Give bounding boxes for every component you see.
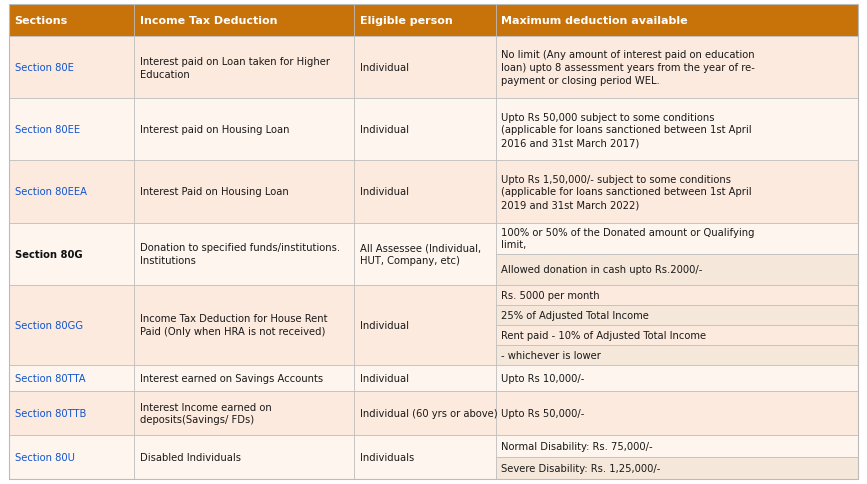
Text: Severe Disability: Rs. 1,25,000/-: Severe Disability: Rs. 1,25,000/- bbox=[501, 463, 661, 473]
Bar bbox=[9, 365, 134, 391]
Text: Income Tax Deduction: Income Tax Deduction bbox=[140, 16, 277, 26]
Bar bbox=[9, 99, 134, 161]
Bar bbox=[496, 345, 858, 365]
Bar bbox=[9, 223, 134, 285]
Bar bbox=[496, 285, 858, 305]
Bar bbox=[496, 161, 858, 223]
Text: Interest Paid on Housing Loan: Interest Paid on Housing Loan bbox=[140, 187, 289, 197]
Text: Individual: Individual bbox=[360, 63, 408, 73]
Text: Upto Rs 10,000/-: Upto Rs 10,000/- bbox=[501, 373, 585, 383]
Bar bbox=[354, 365, 496, 391]
Text: Individual: Individual bbox=[360, 125, 408, 135]
Bar bbox=[354, 285, 496, 365]
Bar bbox=[9, 161, 134, 223]
Bar bbox=[496, 325, 858, 345]
Bar bbox=[496, 37, 858, 99]
Text: Section 80U: Section 80U bbox=[15, 452, 75, 462]
Bar bbox=[134, 391, 354, 435]
Bar bbox=[496, 5, 858, 37]
Bar bbox=[9, 435, 134, 479]
Bar bbox=[496, 365, 858, 391]
Bar bbox=[496, 254, 858, 285]
Text: Individual: Individual bbox=[360, 320, 408, 330]
Bar bbox=[354, 99, 496, 161]
Text: Individual: Individual bbox=[360, 187, 408, 197]
Text: Interest paid on Housing Loan: Interest paid on Housing Loan bbox=[140, 125, 290, 135]
Text: Interest earned on Savings Accounts: Interest earned on Savings Accounts bbox=[140, 373, 323, 383]
Text: Eligible person: Eligible person bbox=[360, 16, 453, 26]
Text: Section 80EEA: Section 80EEA bbox=[15, 187, 87, 197]
Bar bbox=[134, 5, 354, 37]
Bar bbox=[496, 99, 858, 161]
Text: Section 80E: Section 80E bbox=[15, 63, 74, 73]
Text: Upto Rs 50,000/-: Upto Rs 50,000/- bbox=[501, 408, 585, 418]
Text: Interest Income earned on
deposits(Savings/ FDs): Interest Income earned on deposits(Savin… bbox=[140, 402, 272, 424]
Bar bbox=[354, 391, 496, 435]
Bar bbox=[496, 391, 858, 435]
Bar bbox=[496, 305, 858, 325]
Text: Maximum deduction available: Maximum deduction available bbox=[501, 16, 688, 26]
Text: 100% or 50% of the Donated amount or Qualifying
limit,: 100% or 50% of the Donated amount or Qua… bbox=[501, 227, 755, 250]
Text: Section 80TTA: Section 80TTA bbox=[15, 373, 85, 383]
Bar bbox=[134, 99, 354, 161]
Bar bbox=[9, 37, 134, 99]
Bar bbox=[496, 457, 858, 479]
Bar bbox=[134, 161, 354, 223]
Text: Disabled Individuals: Disabled Individuals bbox=[140, 452, 241, 462]
Text: Sections: Sections bbox=[15, 16, 68, 26]
Text: Section 80EE: Section 80EE bbox=[15, 125, 80, 135]
Text: Individuals: Individuals bbox=[360, 452, 414, 462]
Text: Upto Rs 1,50,000/- subject to some conditions
(applicable for loans sanctioned b: Upto Rs 1,50,000/- subject to some condi… bbox=[501, 174, 752, 210]
Text: Section 80TTB: Section 80TTB bbox=[15, 408, 86, 418]
Bar bbox=[354, 223, 496, 285]
Text: Rent paid - 10% of Adjusted Total Income: Rent paid - 10% of Adjusted Total Income bbox=[501, 330, 707, 340]
Bar bbox=[354, 161, 496, 223]
Text: Section 80GG: Section 80GG bbox=[15, 320, 82, 330]
Bar bbox=[496, 223, 858, 254]
Text: Income Tax Deduction for House Rent
Paid (Only when HRA is not received): Income Tax Deduction for House Rent Paid… bbox=[140, 314, 328, 336]
Bar bbox=[134, 285, 354, 365]
Text: Section 80G: Section 80G bbox=[15, 249, 82, 259]
Bar bbox=[354, 37, 496, 99]
Bar bbox=[134, 37, 354, 99]
Text: Normal Disability: Rs. 75,000/-: Normal Disability: Rs. 75,000/- bbox=[501, 441, 653, 451]
Bar bbox=[9, 5, 134, 37]
Text: 25% of Adjusted Total Income: 25% of Adjusted Total Income bbox=[501, 310, 649, 320]
Text: Upto Rs 50,000 subject to some conditions
(applicable for loans sanctioned betwe: Upto Rs 50,000 subject to some condition… bbox=[501, 112, 752, 148]
Bar bbox=[496, 435, 858, 457]
Bar bbox=[134, 435, 354, 479]
Text: Individual (60 yrs or above): Individual (60 yrs or above) bbox=[360, 408, 497, 418]
Bar bbox=[134, 365, 354, 391]
Text: Allowed donation in cash upto Rs.2000/-: Allowed donation in cash upto Rs.2000/- bbox=[501, 265, 703, 274]
Bar bbox=[9, 391, 134, 435]
Text: Interest paid on Loan taken for Higher
Education: Interest paid on Loan taken for Higher E… bbox=[140, 57, 330, 79]
Text: Donation to specified funds/institutions.
Institutions: Donation to specified funds/institutions… bbox=[140, 242, 341, 265]
Bar bbox=[354, 5, 496, 37]
Text: Rs. 5000 per month: Rs. 5000 per month bbox=[501, 290, 600, 300]
Bar bbox=[354, 435, 496, 479]
Text: Individual: Individual bbox=[360, 373, 408, 383]
Bar bbox=[134, 223, 354, 285]
Bar bbox=[9, 285, 134, 365]
Text: - whichever is lower: - whichever is lower bbox=[501, 350, 602, 360]
Text: No limit (Any amount of interest paid on education
loan) upto 8 assessment years: No limit (Any amount of interest paid on… bbox=[501, 50, 755, 86]
Text: All Assessee (Individual,
HUT, Company, etc): All Assessee (Individual, HUT, Company, … bbox=[360, 242, 480, 265]
